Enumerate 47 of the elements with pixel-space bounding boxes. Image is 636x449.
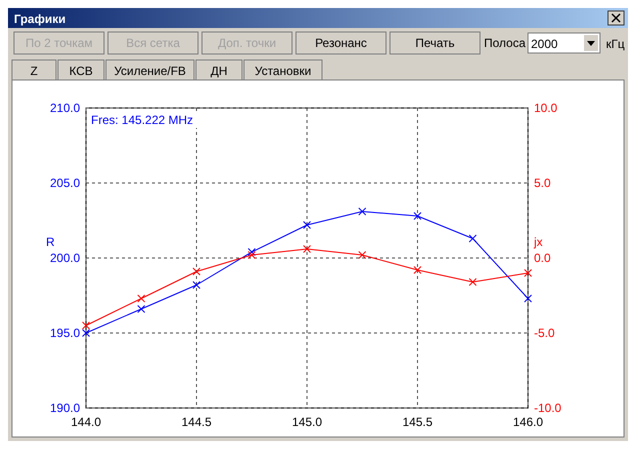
x-tick-label: 144.0 [70,415,102,429]
x-tick-label: 145.5 [402,415,433,429]
y-axis-title: R [46,235,55,249]
point [248,248,256,256]
y2-axis-title: jx [533,235,543,249]
point [82,322,90,330]
y-tick-label: 210.0 [50,101,80,115]
x-tick-label: 144.5 [181,415,212,429]
point [137,294,146,302]
y2-tick-label: 0.0 [534,251,552,265]
y-tick-label: 205.0 [50,176,80,190]
point [358,208,366,216]
point [358,251,366,259]
x-tick-label: 145.0 [292,415,322,429]
point [468,278,477,286]
point [303,245,311,253]
y2-tick-label: -10.0 [534,401,562,415]
point [524,294,532,302]
point [82,329,90,337]
point [414,212,422,220]
point [137,305,146,313]
point [192,281,200,289]
text: Z [30,64,38,78]
y-tick-label: 190.0 [50,401,80,415]
text: Полоса [484,36,526,50]
y2-tick-label: -5.0 [534,326,556,340]
text: ДН [210,64,228,78]
x-tick-label: 146.0 [512,415,544,429]
text: КСВ [69,64,93,78]
chart-title: Графики [14,12,66,26]
text: кГц [606,37,625,51]
point [468,234,477,242]
point [303,221,311,229]
y-tick-label: 200.0 [50,251,80,265]
point [524,269,532,277]
y2-tick-label: 5.0 [534,176,552,190]
text: 2000 [531,37,558,51]
point [248,251,256,259]
point [414,266,422,274]
text: Резонанс [315,36,367,50]
y-tick-label: 195.0 [50,326,80,340]
text: Печать [415,36,455,50]
annotation: Fres: 145.222 MHz [91,113,194,127]
text: Установки [254,64,312,78]
text: Усиление/FB [114,64,186,78]
y2-tick-label: 10.0 [534,101,558,115]
point [192,268,200,276]
